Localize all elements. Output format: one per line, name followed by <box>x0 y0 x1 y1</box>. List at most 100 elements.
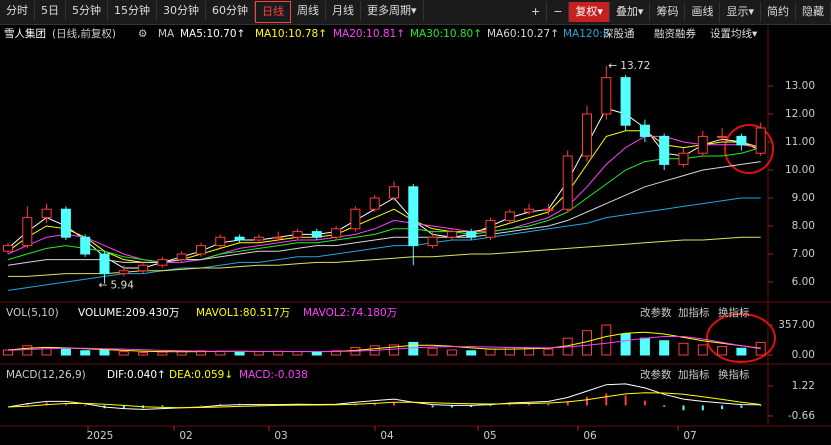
tool-button[interactable]: 画线 <box>685 2 721 22</box>
volume-bar <box>582 330 592 356</box>
vol-title: VOL(5,10) <box>6 307 59 319</box>
volume-bar <box>253 351 264 356</box>
candle-body <box>755 127 766 154</box>
period-button[interactable]: 周线 <box>291 1 326 21</box>
volume-bar <box>717 346 728 356</box>
period-button[interactable]: 30分钟 <box>157 1 206 21</box>
legend-entry: MA5:10.70↑ <box>180 28 245 40</box>
candle-body <box>427 236 438 247</box>
volume-bar <box>311 351 322 356</box>
tool-button[interactable]: 复权▾ <box>569 2 610 22</box>
tool-button[interactable]: 叠加▾ <box>610 2 651 22</box>
legend-entry: MAVOL2:74.180万 <box>303 307 397 319</box>
ma-line <box>7 107 761 269</box>
candle-body <box>543 208 554 211</box>
macd-title: MACD(12,26,9) <box>6 369 86 381</box>
toolbar: 分时 5日 5分钟 15分钟 30分钟 60分钟 日线 周线 月线 更多周期▾ + − 复权▾ 叠加▾ 筹码… <box>0 0 831 25</box>
volume-bar <box>234 351 245 356</box>
candle-body <box>80 236 91 255</box>
volume-bar <box>389 344 399 356</box>
settings-icon[interactable]: ⚙ <box>138 28 147 40</box>
legend-entry: DIF:0.040↑ <box>107 369 166 381</box>
candle-body <box>60 208 71 238</box>
period-button[interactable]: 更多周期▾ <box>361 1 424 21</box>
volume-bar <box>620 333 631 356</box>
link: 改参数 <box>640 306 672 319</box>
candle-body <box>253 236 264 241</box>
volume-bar <box>639 337 650 356</box>
candle-body <box>524 208 535 213</box>
x-tick-label: 03 <box>274 430 287 442</box>
link: 加指标 <box>678 306 710 319</box>
candle-body <box>601 77 612 115</box>
candle-body <box>118 270 129 275</box>
macd-line <box>7 383 761 410</box>
y-tick-label: 0.00 <box>792 349 815 361</box>
x-tick-label: 07 <box>683 430 696 442</box>
volume-bar <box>543 348 554 356</box>
candle-body <box>22 217 33 247</box>
candle-body <box>446 231 457 238</box>
link: 换指标 <box>718 368 750 381</box>
volume-bar <box>678 342 689 356</box>
period-button[interactable]: 5分钟 <box>66 1 108 21</box>
volume-bar <box>292 351 303 356</box>
tool-button[interactable]: 简约 <box>761 2 796 22</box>
tool-button[interactable]: + <box>525 2 548 22</box>
period-button[interactable]: 5日 <box>35 1 66 21</box>
candle-body <box>331 228 342 238</box>
volume-bar <box>736 347 747 356</box>
ma-label: MA <box>158 28 175 40</box>
candle-body <box>292 231 303 238</box>
candle-body <box>350 208 361 230</box>
period-button[interactable]: 分时 <box>0 1 35 21</box>
candle-body <box>697 135 708 154</box>
volume-bar <box>60 348 71 356</box>
legend-entry: MA60:10.27↑ <box>487 28 559 40</box>
ma-line <box>8 236 761 277</box>
period-button[interactable]: 15分钟 <box>108 1 157 21</box>
tool-button[interactable]: 显示▾ <box>720 2 761 22</box>
high-annotation: ← <box>608 60 617 72</box>
volume-bar <box>408 341 419 356</box>
ma-line <box>7 147 761 263</box>
low-label: 5.94 <box>111 280 135 292</box>
x-tick-label: 04 <box>380 430 394 442</box>
subtitle: (日线,前复权) <box>52 27 116 40</box>
candle-body <box>678 152 689 165</box>
mavol-line <box>7 331 761 353</box>
y-tick-label: 12.00 <box>785 108 815 120</box>
candle-body <box>3 245 13 252</box>
candle-body <box>176 253 187 261</box>
volume-bar <box>138 351 149 356</box>
legend-entry: MA20:10.81↑ <box>333 28 405 40</box>
candle-body <box>485 219 496 238</box>
period-button[interactable]: 日线 <box>255 1 291 23</box>
candle-body <box>138 264 149 272</box>
y-tick-label: 11.00 <box>785 136 815 148</box>
candle-body <box>41 208 52 219</box>
link: 融资融券 <box>654 27 696 40</box>
link: 深股通 <box>603 28 635 40</box>
period-button[interactable]: 月线 <box>326 1 361 21</box>
y-tick-label: 13.00 <box>785 80 815 92</box>
candle-body <box>717 135 728 138</box>
link: 换指标 <box>718 306 750 319</box>
period-button[interactable]: 60分钟 <box>206 1 255 21</box>
y-tick-label: 7.00 <box>792 248 815 260</box>
volume-bar <box>485 348 496 356</box>
volume-bar <box>446 349 457 356</box>
volume-bar <box>80 350 91 356</box>
candle-body <box>562 155 573 210</box>
candle-body <box>99 253 110 275</box>
volume-bar <box>659 340 670 356</box>
high-label: 13.72 <box>620 60 650 72</box>
volume-bar <box>99 349 110 356</box>
tool-button[interactable]: 筹码 <box>650 2 686 22</box>
legend-entry: DEA:0.059↓ <box>169 369 233 381</box>
candle-body <box>504 211 515 221</box>
candle-body <box>408 186 419 247</box>
tool-button[interactable]: − <box>547 2 570 22</box>
volume-bar <box>427 347 438 356</box>
